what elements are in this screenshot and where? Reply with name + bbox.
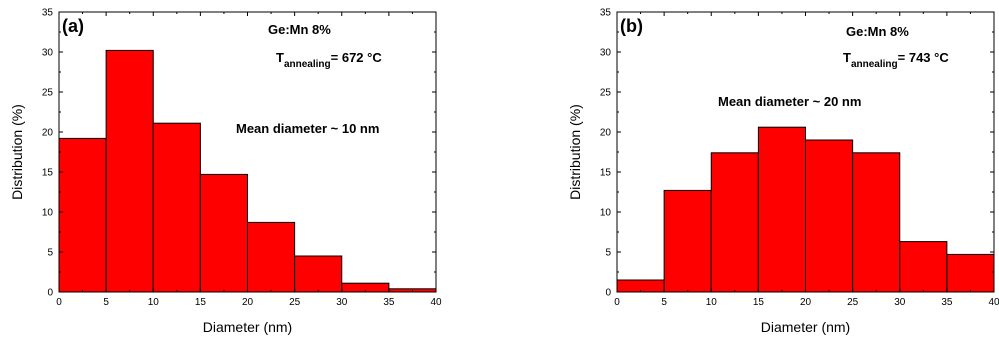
x-tick-label: 20	[800, 297, 812, 308]
histogram-bar	[757, 126, 806, 293]
y-axis-title: Distribution (%)	[9, 104, 25, 200]
bars	[58, 49, 437, 293]
histogram-bar	[199, 173, 248, 293]
x-tick-label: 5	[661, 297, 667, 308]
panel-label: (b)	[620, 16, 643, 36]
x-tick-label: 10	[706, 297, 718, 308]
x-tick-label: 40	[430, 297, 442, 308]
histogram-bar	[946, 253, 995, 293]
x-tick-label: 15	[753, 297, 765, 308]
x-tick-label: 0	[614, 297, 620, 308]
y-tick-label: 15	[42, 168, 54, 179]
histogram-bar	[105, 49, 154, 293]
chart-panel-a: 0 5 10 15 20 25 30 35 40 0 5 10 15 20 25 30 35 (a) Ge:Mn…	[9, 8, 442, 336]
temp-subscript: annealing	[284, 59, 331, 70]
x-tick-label: 25	[289, 297, 301, 308]
panel-label: (a)	[62, 16, 84, 36]
histogram-bar	[152, 122, 201, 293]
y-tick-label: 10	[600, 208, 612, 219]
y-tick-label: 25	[600, 88, 612, 99]
axis-ticks: 0 5 10 15 20 25 30 35 40 0 5 10 15 20 25 30 35	[600, 8, 999, 309]
y-axis-title: Distribution (%)	[567, 104, 583, 200]
x-tick-label: 35	[383, 297, 395, 308]
y-tick-label: 30	[600, 48, 612, 59]
temp-prefix: T	[843, 50, 851, 65]
y-tick-label: 15	[600, 168, 612, 179]
y-tick-label: 20	[600, 128, 612, 139]
mean-diameter-annotation: Mean diameter ~ 20 nm	[718, 94, 861, 109]
axis-ticks: 0 5 10 15 20 25 30 35 40 0 5 10 15 20 25 30 35	[42, 8, 442, 309]
bars	[616, 126, 995, 293]
y-tick-label: 35	[42, 8, 54, 19]
temp-value: = 672 °C	[331, 50, 383, 65]
x-tick-label: 35	[941, 297, 953, 308]
y-tick-label: 10	[42, 208, 54, 219]
sample-annotation: Ge:Mn 8%	[268, 22, 331, 37]
histogram-bar	[663, 189, 712, 293]
x-tick-label: 10	[148, 297, 160, 308]
x-axis-title: Diameter (nm)	[761, 319, 850, 335]
x-tick-label: 30	[336, 297, 348, 308]
x-tick-label: 15	[195, 297, 207, 308]
histogram-bar	[710, 152, 759, 293]
histogram-bar	[247, 221, 296, 293]
annealing-temp-annotation: Tannealing= 672 °C	[276, 50, 382, 70]
y-tick-label: 5	[47, 248, 53, 259]
x-tick-label: 40	[988, 297, 999, 308]
histogram-bar	[805, 139, 854, 293]
histogram-bar	[899, 241, 948, 293]
y-tick-label: 5	[605, 248, 611, 259]
temp-subscript: annealing	[851, 59, 898, 70]
mean-diameter-annotation: Mean diameter ~ 10 nm	[236, 121, 379, 136]
temp-value: = 743 °C	[898, 50, 950, 65]
y-tick-label: 0	[47, 288, 53, 299]
y-tick-label: 25	[42, 88, 54, 99]
y-tick-label: 30	[42, 48, 54, 59]
temp-prefix: T	[276, 50, 284, 65]
y-tick-label: 20	[42, 128, 54, 139]
x-tick-label: 0	[56, 297, 62, 308]
histogram-bar	[58, 137, 107, 293]
x-tick-label: 20	[242, 297, 254, 308]
x-tick-label: 30	[894, 297, 906, 308]
x-tick-label: 25	[847, 297, 859, 308]
sample-annotation: Ge:Mn 8%	[846, 24, 909, 39]
x-axis-title: Diameter (nm)	[203, 319, 292, 335]
histogram-bar	[294, 255, 343, 293]
y-tick-label: 35	[600, 8, 612, 19]
y-tick-label: 0	[605, 288, 611, 299]
chart-panel-b: 0 5 10 15 20 25 30 35 40 0 5 10 15 20 25 30 35 (b) Ge:Mn…	[567, 8, 999, 336]
annealing-temp-annotation: Tannealing= 743 °C	[843, 50, 949, 70]
histogram-bar	[852, 152, 901, 293]
x-tick-label: 5	[103, 297, 109, 308]
